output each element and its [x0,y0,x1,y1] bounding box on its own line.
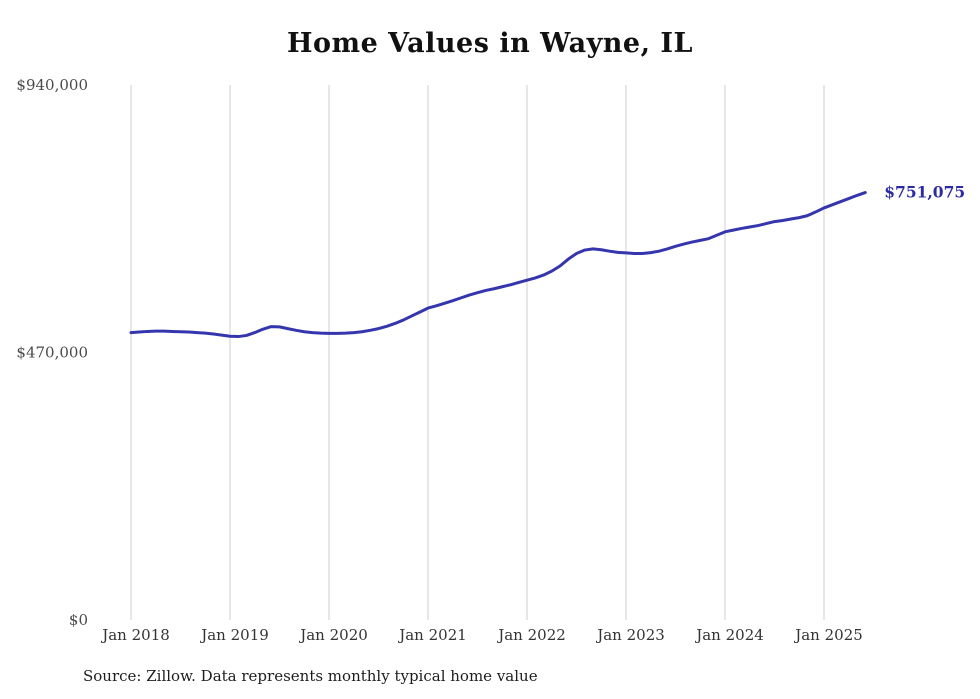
y-tick-label: $940,000 [16,76,88,94]
x-tick-label: Jan 2021 [397,626,467,644]
y-axis-labels: $0 $470,000 $940,000 [16,76,88,629]
x-tick-label: Jan 2024 [694,626,764,644]
home-value-line [129,191,867,339]
x-tick-label: Jan 2020 [298,626,368,644]
gridlines [130,85,825,620]
chart-title: Home Values in Wayne, IL [287,28,693,59]
x-tick-label: Jan 2019 [199,626,269,644]
x-tick-label: Jan 2025 [793,626,863,644]
source-note: Source: Zillow. Data represents monthly … [83,667,538,685]
y-tick-label: $0 [69,611,88,629]
x-axis-labels: Jan 2018 Jan 2019 Jan 2020 Jan 2021 Jan 2022… [100,626,863,644]
y-tick-label: $470,000 [16,344,88,362]
x-tick-label: Jan 2018 [100,626,170,644]
x-tick-label: Jan 2023 [595,626,665,644]
end-value-label: $751,075 [884,183,965,202]
x-tick-label: Jan 2022 [496,626,566,644]
